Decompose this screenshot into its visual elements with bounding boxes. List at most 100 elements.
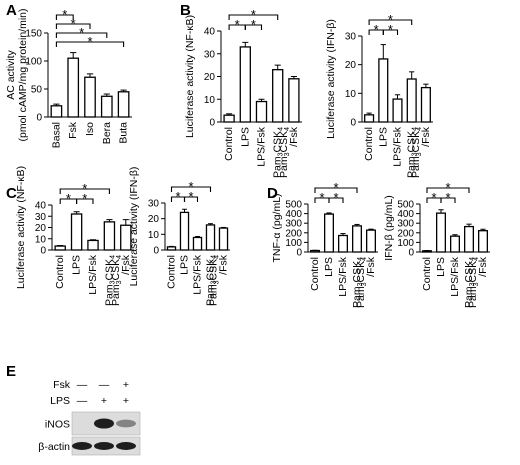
category-label-c2-4-sub4: 4 (214, 255, 221, 259)
y-tick-label-d2-0: 0 (408, 248, 414, 259)
category-label-c1-2-text: LPS/Fsk (87, 254, 99, 294)
panel-letter-a: A (6, 2, 17, 19)
category-label-c2-3-sub4: 4 (211, 255, 218, 259)
category-label-d1-0-text: Control (309, 257, 321, 291)
category-label-c2-0: Control (166, 255, 178, 289)
category-label-d1-0: Control (309, 257, 321, 291)
significance-star-a-2: * (79, 25, 84, 40)
bar-a-2 (84, 76, 96, 118)
category-label-d2-4-pam: Pam (467, 286, 479, 308)
panel-letter-c: C (6, 185, 17, 202)
significance-bracket-d1-1 (328, 197, 344, 203)
bar-d1-3 (352, 225, 362, 253)
y-label-c2-0: Luciferase activity (IFN-β) (128, 167, 140, 287)
y-tick-label-d2-2: 200 (397, 228, 414, 239)
bar-a-4 (117, 91, 130, 118)
category-label-c1-4-line-0: Pam3CSK4 (110, 255, 123, 306)
significance-bracket-a-0 (55, 14, 74, 20)
significance-star-b2-0: * (374, 22, 379, 37)
category-label-a-3: Bera (101, 122, 113, 144)
category-label-b2-0-text: Control (363, 127, 375, 161)
category-label-c2-0-text: Control (166, 255, 178, 289)
y-label-d1-0: TNF-α (pg/mL) (271, 193, 283, 262)
category-label-d2-4-line-1: /Fsk (477, 256, 489, 277)
panel-letter-d: D (267, 185, 278, 202)
significance-star-b1-1: * (251, 17, 256, 32)
category-label-b2-2-text: LPS/Fsk (392, 126, 404, 166)
chart-a: 0 50 100 150 AC activity (pmol cAMP/mg protei… (5, 7, 132, 142)
y-label-text-a-0: AC activity (5, 49, 17, 99)
category-label-b1-4-sub3: 3 (284, 152, 291, 156)
category-label-c2-3-csk: CSK (205, 259, 217, 281)
significance-bracket-a-3 (55, 41, 125, 47)
bar-d1-1 (324, 213, 334, 253)
category-label-a-4: Buta (118, 122, 130, 144)
category-label-b1-4-csk: CSK (278, 131, 290, 153)
category-label-c1-4: Pam3CSK4/Fsk (110, 254, 132, 306)
y-tick-label-b1-1: 10 (204, 95, 216, 106)
significance-bracket-c2-2 (170, 186, 212, 192)
category-label-c1-3-line-0: Pam3CSK4 (103, 255, 116, 306)
category-label-b1-1: LPS (239, 127, 251, 147)
y-tick-label-c2-2: 20 (148, 214, 160, 225)
significance-star-a-1: * (71, 16, 76, 31)
category-label-d2-0-text: Control (421, 257, 433, 291)
category-label-b1-4: Pam3CSK4/Fsk (278, 126, 300, 178)
bar-d2-3 (464, 225, 474, 253)
bar-a-0 (50, 105, 63, 118)
bar-c1-2 (87, 239, 99, 251)
bar-b2-3 (406, 78, 417, 123)
category-label-d1-1-text: LPS (323, 257, 335, 277)
significance-star-c2-1: * (188, 189, 193, 204)
significance-bracket-b1-2 (228, 14, 279, 20)
category-label-c2-4-line-0: Pam3CSK4 (208, 255, 221, 306)
category-label-b2-3-sub4: 4 (412, 127, 419, 131)
category-label-d2-3-csk: CSK (463, 261, 475, 283)
category-label-d2-4: Pam3CSK4/Fsk (467, 256, 489, 308)
y-tick-label-a-0: 0 (36, 113, 42, 124)
y-label-b1-0: Luciferase activity (NF-κB) (184, 15, 196, 138)
bar-a-1 (67, 57, 80, 118)
category-label-d2-1-text: LPS (435, 257, 447, 277)
y-label-d2-0: IFN-β (pg/mL) (383, 195, 395, 261)
category-label-d1-4-line-0: Pam3CSK4 (355, 257, 368, 308)
category-label-c2-3-pam: Pam (205, 284, 217, 306)
y-tick-label-c1-4: 40 (35, 201, 47, 212)
significance-star-d1-0: * (319, 190, 324, 205)
bar-b2-2 (392, 98, 403, 123)
category-label-d2-0: Control (421, 257, 433, 291)
category-label-c2-4-pam: Pam (208, 284, 220, 306)
category-label-d2-3: Pam3CSK4 (463, 257, 476, 308)
blot-sign-1-0: — (77, 395, 88, 407)
category-label-d1-4-pam: Pam (355, 286, 367, 308)
bar-c2-4 (218, 227, 229, 251)
y-tick-label-b1-2: 20 (204, 72, 216, 83)
category-label-d2-3-pam: Pam (463, 286, 475, 308)
blot-band-0-2 (116, 419, 136, 428)
y-label-b2-0: Luciferase activity (IFN-β) (325, 19, 337, 139)
category-label-d1-4-sub4: 4 (361, 257, 368, 261)
significance-star-d2-1: * (445, 190, 450, 205)
category-label-a-3-text: Bera (101, 122, 113, 144)
significance-bracket-c2-1 (183, 196, 199, 202)
y-tick-label-d1-0: 0 (296, 248, 302, 259)
category-label-c1-4-line-1: /Fsk (120, 254, 132, 275)
category-label-d1-4-line-1: /Fsk (365, 256, 377, 277)
bar-c2-1 (179, 211, 190, 251)
category-label-b1-4-line-1: /Fsk (288, 126, 300, 147)
significance-star-c1-0: * (66, 191, 71, 206)
category-label-d1-3-csk: CSK (351, 261, 363, 283)
category-label-c1-4-pam: Pam (110, 284, 122, 306)
bar-c1-0 (54, 245, 66, 251)
y-tick-label-c2-0: 0 (153, 246, 159, 257)
y-tick-label-a-3: 150 (25, 29, 42, 40)
category-label-c1-1: LPS (71, 255, 83, 275)
category-label-c2-2: LPS/Fsk (192, 254, 204, 294)
y-tick-label-d2-3: 300 (397, 219, 414, 230)
y-label-text-b2-0: Luciferase activity (IFN-β) (325, 19, 337, 139)
